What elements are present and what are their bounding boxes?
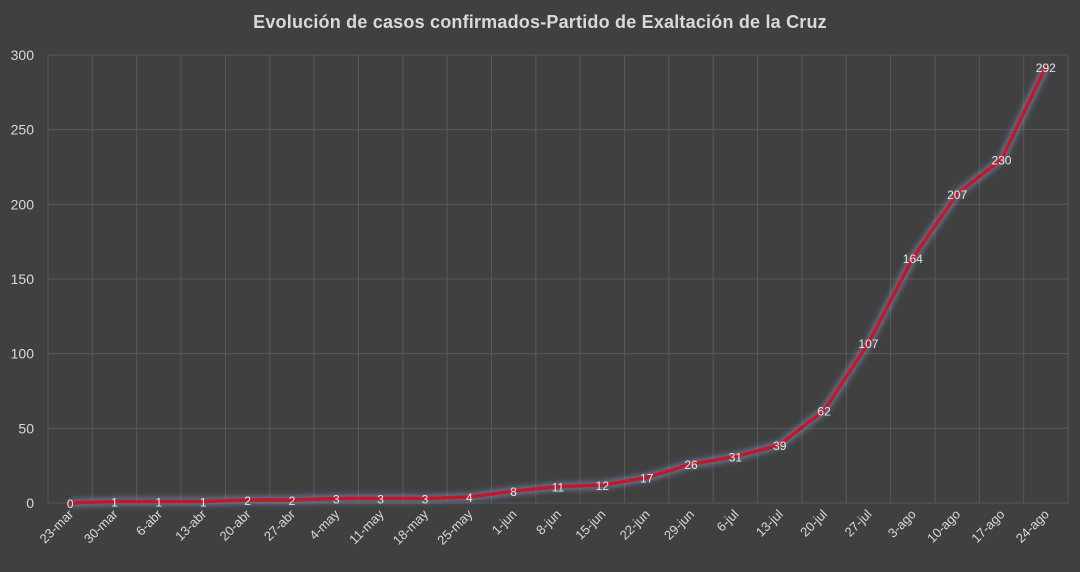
y-tick-label: 150 xyxy=(11,271,35,287)
data-label: 62 xyxy=(817,404,831,418)
data-point xyxy=(1044,65,1048,69)
data-point xyxy=(379,497,383,501)
y-tick-label: 50 xyxy=(18,420,34,436)
x-tick-label: 8-jun xyxy=(533,507,564,538)
x-tick-label: 27-abr xyxy=(261,506,299,544)
data-point xyxy=(778,443,782,447)
x-tick-label: 22-jun xyxy=(617,507,653,543)
x-tick-label: 23-mar xyxy=(37,506,77,546)
data-label: 1 xyxy=(111,496,118,510)
data-point xyxy=(423,497,427,501)
data-point xyxy=(246,498,250,502)
x-tick-label: 13-abr xyxy=(172,506,210,544)
y-tick-label: 100 xyxy=(11,346,35,362)
data-point xyxy=(556,485,560,489)
data-point xyxy=(113,500,117,504)
data-label: 107 xyxy=(858,337,878,351)
data-point xyxy=(600,483,604,487)
data-point xyxy=(645,476,649,480)
series-line xyxy=(68,65,1048,505)
x-tick-label: 6-jul xyxy=(714,506,742,534)
chart-title: Evolución de casos confirmados-Partido d… xyxy=(253,12,827,32)
x-tick-label: 20-abr xyxy=(217,506,255,544)
data-label: 0 xyxy=(67,497,74,511)
data-point xyxy=(290,498,294,502)
x-tick-label: 29-jun xyxy=(661,507,697,543)
data-label: 8 xyxy=(510,485,517,499)
data-point xyxy=(512,489,516,493)
data-label: 2 xyxy=(244,494,251,508)
data-label: 39 xyxy=(773,439,787,453)
data-point xyxy=(467,495,471,499)
data-label: 230 xyxy=(991,154,1011,168)
data-point xyxy=(999,158,1003,162)
x-tick-label: 3-ago xyxy=(885,507,919,541)
data-label: 4 xyxy=(466,491,473,505)
x-tick-label: 6-abr xyxy=(133,506,166,539)
data-point xyxy=(157,500,161,504)
data-label: 292 xyxy=(1036,61,1056,75)
x-tick-label: 10-ago xyxy=(924,507,963,546)
data-point xyxy=(201,500,205,504)
data-point xyxy=(822,408,826,412)
data-label: 3 xyxy=(333,493,340,507)
x-tick-label: 17-ago xyxy=(968,507,1007,546)
y-tick-label: 250 xyxy=(11,122,35,138)
data-label: 2 xyxy=(289,494,296,508)
x-tick-label: 20-jul xyxy=(797,506,830,539)
x-tick-label: 30-mar xyxy=(81,506,121,546)
x-tick-label: 27-jul xyxy=(841,506,874,539)
data-label: 31 xyxy=(729,451,743,465)
data-label: 12 xyxy=(596,479,610,493)
data-point xyxy=(334,497,338,501)
data-point xyxy=(68,501,72,505)
x-tick-label: 18-may xyxy=(390,506,432,548)
y-tick-label: 0 xyxy=(26,495,34,511)
data-label: 1 xyxy=(200,496,207,510)
y-tick-label: 200 xyxy=(11,196,35,212)
data-point xyxy=(866,341,870,345)
data-label: 164 xyxy=(903,252,923,266)
x-tick-label: 15-jun xyxy=(572,507,608,543)
x-tick-label: 24-ago xyxy=(1013,507,1052,546)
data-label: 3 xyxy=(422,493,429,507)
data-point xyxy=(955,192,959,196)
x-tick-label: 25-may xyxy=(434,506,476,548)
data-label: 11 xyxy=(552,481,565,495)
x-tick-label: 13-jul xyxy=(753,506,786,539)
data-point xyxy=(733,455,737,459)
data-label: 3 xyxy=(377,493,384,507)
data-point xyxy=(911,256,915,260)
y-tick-label: 300 xyxy=(11,47,35,63)
x-tick-label: 4-may xyxy=(306,506,342,542)
data-label: 1 xyxy=(156,496,163,510)
data-point xyxy=(689,462,693,466)
data-label: 17 xyxy=(640,472,654,486)
x-tick-label: 1-jun xyxy=(489,507,520,538)
data-label: 207 xyxy=(947,188,967,202)
x-tick-label: 11-may xyxy=(346,506,387,547)
data-label: 26 xyxy=(684,458,698,472)
